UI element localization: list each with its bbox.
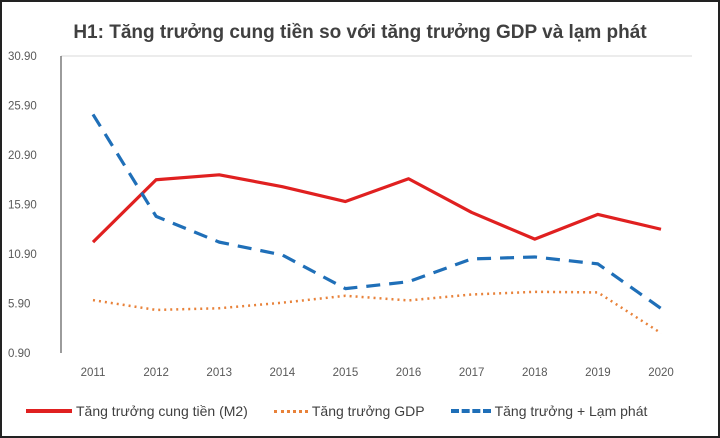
x-tick-label: 2017 [459, 367, 485, 379]
chart-title: H1: Tăng trưởng cung tiền so với tăng tr… [73, 22, 647, 43]
legend-swatch-gdp [273, 409, 308, 413]
x-tick-label: 2014 [270, 367, 296, 379]
legend-item-inflation: Tăng trưởng + Lạm phát [450, 403, 648, 419]
legend-item-gdp: Tăng trưởng GDP [273, 403, 425, 419]
y-tick-label: 15.90 [8, 200, 37, 212]
y-tick-label: 5.90 [8, 299, 30, 311]
y-tick-label: 10.90 [8, 249, 37, 261]
legend-label-inflation: Tăng trưởng + Lạm phát [494, 403, 648, 419]
x-tick-label: 2013 [206, 367, 232, 379]
x-tick-label: 2016 [396, 367, 422, 379]
x-tick-label: 2011 [81, 367, 106, 379]
series-line-0 [91, 173, 662, 244]
x-tick-label: 2019 [585, 367, 611, 379]
legend-swatch-m2 [26, 409, 72, 413]
y-tick-label: 20.90 [8, 150, 37, 162]
x-tick-label: 2018 [522, 367, 548, 379]
legend-item-m2: Tăng trưởng cung tiền (M2) [26, 403, 248, 419]
y-tick-label: 25.90 [8, 101, 37, 113]
legend-label-gdp: Tăng trưởng GDP [311, 403, 425, 419]
x-tick-label: 2012 [143, 367, 169, 379]
legend-swatch-inflation [450, 409, 491, 413]
series-line-2 [91, 113, 662, 310]
x-tick-label: 2020 [648, 367, 674, 379]
legend: Tăng trưởng cung tiền (M2) Tăng trưởng G… [26, 403, 673, 419]
y-tick-label: 30.90 [8, 51, 37, 63]
series-line-1 [92, 290, 662, 335]
y-tick-label: 0.90 [8, 348, 30, 360]
legend-label-m2: Tăng trưởng cung tiền (M2) [76, 403, 248, 419]
x-tick-label: 2015 [333, 367, 359, 379]
